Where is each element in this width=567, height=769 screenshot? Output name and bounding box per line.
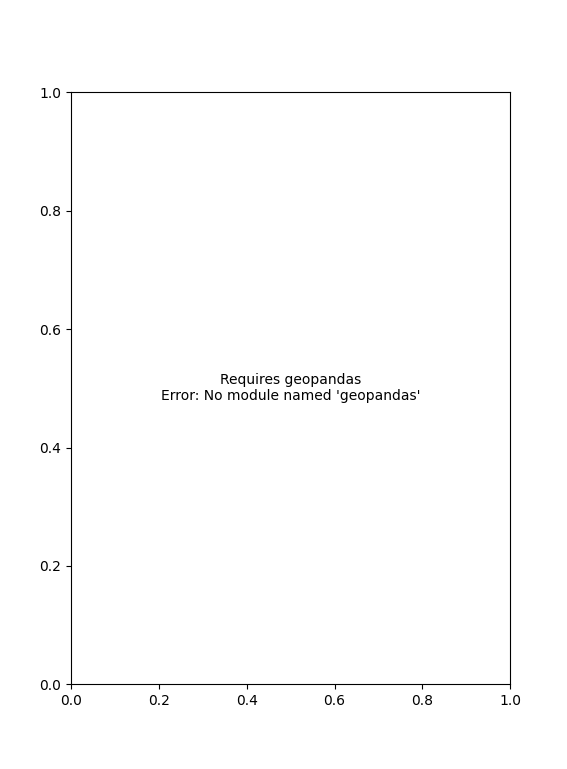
Text: Requires geopandas
Error: No module named 'geopandas': Requires geopandas Error: No module name…: [161, 373, 420, 404]
